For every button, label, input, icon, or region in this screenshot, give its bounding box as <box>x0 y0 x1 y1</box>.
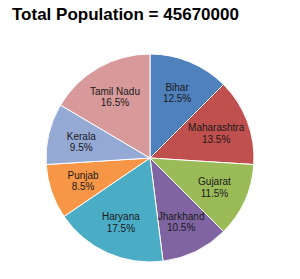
label-category: Bihar <box>165 82 189 93</box>
label-value: 10.5% <box>167 222 195 233</box>
slice <box>60 54 150 158</box>
data-label: Gujarat11.5% <box>198 176 231 199</box>
slice <box>150 84 254 164</box>
data-label: Haryana17.5% <box>102 211 140 234</box>
data-label: Kerala9.5% <box>67 130 96 153</box>
label-category: Punjab <box>68 170 100 181</box>
data-label: Punjab8.5% <box>68 170 100 193</box>
title: Total Population = 45670000 <box>12 5 239 24</box>
label-category: Maharashtra <box>188 122 245 133</box>
label-value: 17.5% <box>107 223 135 234</box>
label-category: Jharkhand <box>158 211 205 222</box>
label-value: 9.5% <box>70 142 93 153</box>
label-category: Kerala <box>67 130 96 141</box>
data-label: Bihar12.5% <box>163 82 191 105</box>
label-value: 8.5% <box>72 181 95 192</box>
data-labels: Bihar12.5% Maharashtra13.5% Gujarat11.5% Jh… <box>67 82 245 234</box>
data-label: Maharashtra13.5% <box>188 122 245 145</box>
label-value: 13.5% <box>202 134 230 145</box>
data-label: Jharkhand10.5% <box>158 211 205 234</box>
slice <box>46 158 150 216</box>
label-value: 16.5% <box>101 97 129 108</box>
chart: Total Population = 45670000 Bihar12.5% Mah… <box>0 0 300 279</box>
label-category: Gujarat <box>198 176 231 187</box>
label-category: Tamil Nadu <box>90 86 140 97</box>
label-category: Haryana <box>102 211 140 222</box>
label-value: 11.5% <box>201 188 229 199</box>
label-value: 12.5% <box>163 93 191 104</box>
pie <box>46 54 254 262</box>
data-label: Tamil Nadu16.5% <box>90 86 140 109</box>
